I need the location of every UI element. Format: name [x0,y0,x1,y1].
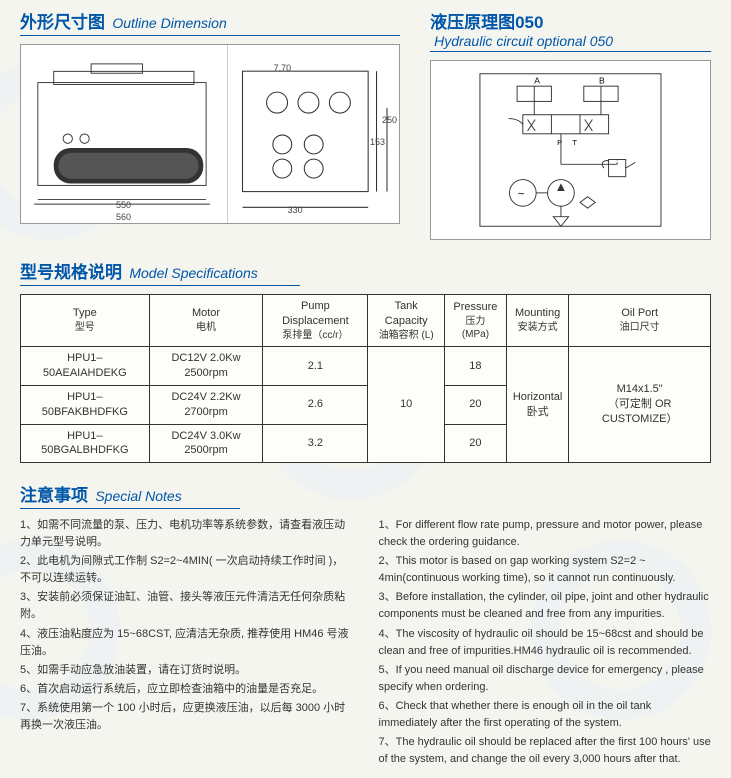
td-mount: Horizontal卧式 [506,347,569,463]
td-port: M14x1.5" （可定制 OR CUSTOMIZE） [569,347,711,463]
th-pressure: Pressure压力 (MPa) [445,295,507,347]
th-tank: Tank Capacity油箱容积 (L) [368,295,445,347]
note-item: 7、The hydraulic oil should be replaced a… [379,734,712,768]
dim-153: 153 [370,137,385,147]
notes-cn: 1、如需不同流量的泵、压力、电机功率等系统参数，请查看液压动力单元型号说明。 2… [20,517,353,770]
svg-text:∼: ∼ [517,189,525,200]
note-item: 5、If you need manual oil discharge devic… [379,662,712,696]
dim-250: 250 [382,115,397,125]
outline-title: 外形尺寸图 Outline Dimension [20,8,400,36]
note-item: 4、The viscosity of hydraulic oil should … [379,626,712,660]
svg-text:A: A [534,75,540,85]
note-item: 3、Before installation, the cylinder, oil… [379,589,712,623]
circuit-drawing: A B P T [430,60,711,240]
outline-title-en: Outline Dimension [112,15,226,31]
th-type: Type型号 [21,295,150,347]
td-tank: 10 [368,347,445,463]
outline-drawing: 550 560 [20,44,400,224]
note-item: 2、此电机为间隙式工作制 S2=2~4MIN( 一次启动持续工作时间 )，不可以… [20,553,353,587]
svg-text:T: T [572,138,577,147]
dim-560: 560 [116,212,131,222]
note-item: 1、For different flow rate pump, pressure… [379,517,712,551]
notes-title-en: Special Notes [95,488,181,504]
circuit-title-en: Hydraulic circuit optional 050 [434,33,613,49]
note-item: 6、Check that whether there is enough oil… [379,698,712,732]
specs-title: 型号规格说明 Model Specifications [20,258,300,286]
note-item: 4、液压油粘度应为 15~68CST, 应清洁无杂质, 推荐使用 HM46 号液… [20,626,353,660]
svg-text:P: P [557,138,562,147]
th-mount: Mounting安装方式 [506,295,569,347]
th-motor: Motor电机 [149,295,263,347]
spec-table: Type型号 Motor电机 Pump Displacement泵排量（cc/r… [20,294,711,463]
specs-title-cn: 型号规格说明 [20,263,122,282]
note-item: 6、首次启动运行系统后，应立即检查油箱中的油量是否充足。 [20,681,353,698]
note-item: 2、This motor is based on gap working sys… [379,553,712,587]
th-pump: Pump Displacement泵排量（cc/r） [263,295,368,347]
note-item: 3、安装前必须保证油缸、油管、接头等液压元件清洁无任何杂质粘附。 [20,589,353,623]
note-item: 5、如需手动应急放油装置，请在订货时说明。 [20,662,353,679]
notes-en: 1、For different flow rate pump, pressure… [379,517,712,770]
table-row: HPU1–50AEAIAHDEKG DC12V 2.0Kw 2500rpm 2.… [21,347,711,386]
outline-title-cn: 外形尺寸图 [20,13,105,32]
circuit-title: 液压原理图050 Hydraulic circuit optional 050 [430,8,711,52]
specs-title-en: Model Specifications [129,265,257,281]
th-port: Oil Port油口尺寸 [569,295,711,347]
dim-550: 550 [116,200,131,210]
notes-title: 注意事项 Special Notes [20,481,240,509]
svg-text:B: B [599,75,605,85]
notes-title-cn: 注意事项 [20,486,88,505]
dim-330: 330 [288,205,303,215]
circuit-title-cn: 液压原理图050 [430,13,543,32]
note-item: 1、如需不同流量的泵、压力、电机功率等系统参数，请查看液压动力单元型号说明。 [20,517,353,551]
dim-770: 7.70 [274,63,292,73]
